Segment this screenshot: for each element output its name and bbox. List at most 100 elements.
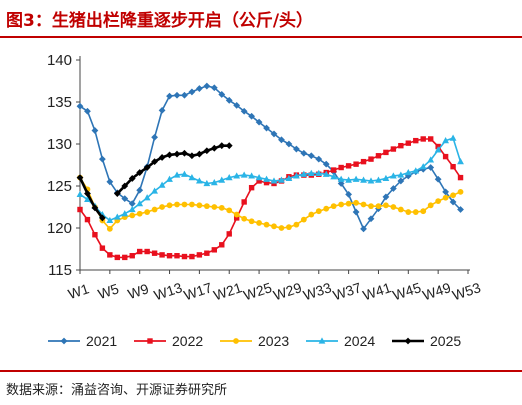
data-point-2021	[292, 145, 300, 153]
data-point-2023	[211, 204, 218, 210]
data-point-2022	[345, 163, 352, 169]
data-point-2023	[196, 202, 203, 209]
data-point-2023	[248, 218, 255, 225]
legend-label: 2024	[344, 333, 375, 349]
data-point-2023	[256, 220, 262, 226]
data-point-2024	[330, 173, 338, 180]
legend-swatch-marker	[147, 338, 153, 344]
data-point-2025	[121, 182, 129, 190]
data-point-2021	[210, 84, 218, 92]
data-point-2022	[375, 153, 382, 159]
data-point-2025	[151, 158, 159, 166]
chart-series-layer	[76, 82, 464, 261]
data-point-2025	[128, 175, 136, 182]
data-point-2024	[106, 216, 114, 224]
data-point-2021	[367, 215, 375, 223]
data-point-2021	[106, 178, 114, 186]
legend-item-2025: 2025	[392, 333, 461, 349]
data-point-2024	[233, 172, 241, 179]
data-point-2022	[368, 156, 374, 162]
data-point-2021	[382, 193, 390, 201]
series-line-2025	[78, 177, 104, 219]
y-tick-label: 130	[47, 136, 72, 153]
x-tick-label: W29	[271, 279, 304, 303]
series-line-2024	[79, 137, 462, 222]
legend-item-2023: 2023	[220, 333, 289, 349]
data-point-2024	[151, 187, 159, 194]
data-point-2024	[121, 210, 129, 217]
data-point-2021	[315, 155, 323, 163]
data-point-2021	[158, 107, 166, 114]
data-point-2021	[76, 102, 84, 110]
x-tick-label: W25	[241, 279, 274, 303]
data-point-2023	[323, 205, 330, 212]
data-point-2021	[181, 91, 188, 99]
data-point-2024	[337, 175, 345, 182]
data-point-2025	[173, 150, 181, 158]
data-point-2024	[389, 172, 397, 179]
data-point-2023	[263, 221, 270, 228]
series-2021	[76, 82, 464, 233]
data-point-2022	[92, 232, 98, 238]
x-tick-label: W5	[96, 280, 121, 302]
x-tick-label: W41	[361, 279, 394, 303]
legend-label: 2022	[172, 333, 203, 349]
data-point-2021	[195, 85, 203, 92]
data-point-2025	[136, 169, 144, 176]
data-point-2024	[255, 174, 263, 181]
data-point-2024	[203, 179, 211, 187]
data-point-2021	[218, 91, 226, 98]
data-point-2024	[181, 170, 188, 177]
data-point-2022	[457, 174, 464, 181]
data-point-2023	[442, 194, 449, 201]
data-point-2024	[188, 174, 196, 181]
data-point-2024	[270, 177, 278, 184]
data-point-2022	[248, 184, 255, 191]
data-point-2024	[248, 172, 256, 179]
data-point-2025	[143, 164, 151, 171]
data-point-2021	[427, 164, 435, 171]
data-point-2022	[136, 248, 143, 255]
legend-item-2024: 2024	[306, 333, 375, 349]
data-point-2022	[398, 142, 404, 149]
data-point-2024	[300, 170, 308, 177]
data-point-2022	[226, 231, 232, 237]
data-point-2023	[278, 225, 285, 231]
data-point-2023	[189, 201, 195, 208]
data-point-2023	[435, 198, 442, 205]
chart-legend: 2021 2022 2023 2024 2025	[48, 333, 461, 349]
data-point-2025	[225, 142, 233, 150]
data-point-2023	[293, 221, 300, 228]
data-point-2023	[233, 211, 240, 218]
data-point-2024	[419, 163, 427, 170]
data-point-2024	[352, 175, 360, 182]
data-point-2021	[128, 200, 136, 208]
data-point-2025	[84, 190, 91, 197]
data-point-2024	[128, 205, 136, 213]
x-tick-label: W13	[152, 279, 185, 303]
data-point-2022	[151, 250, 158, 256]
data-point-2022	[338, 164, 344, 171]
data-point-2025	[113, 190, 121, 197]
data-point-2024	[404, 168, 412, 176]
data-point-2022	[77, 206, 83, 213]
data-point-2023	[241, 215, 248, 222]
y-tick-label: 125	[47, 178, 72, 195]
data-point-2023	[218, 204, 225, 211]
data-point-2025	[188, 152, 196, 160]
data-point-2022	[129, 253, 135, 259]
data-point-2022	[204, 250, 210, 256]
x-tick-label: W21	[212, 279, 245, 303]
legend-swatch-marker	[404, 337, 412, 345]
x-tick-label: W53	[450, 279, 483, 303]
data-point-2021	[270, 130, 278, 138]
data-point-2023	[405, 209, 412, 215]
data-point-2022	[219, 242, 225, 248]
data-point-2024	[285, 174, 293, 182]
data-point-2022	[241, 199, 247, 205]
chart-title: 图3：生猪出栏降重逐步开启（公斤/头）	[6, 11, 314, 31]
data-point-2022	[256, 178, 262, 184]
data-point-2023	[330, 203, 337, 210]
